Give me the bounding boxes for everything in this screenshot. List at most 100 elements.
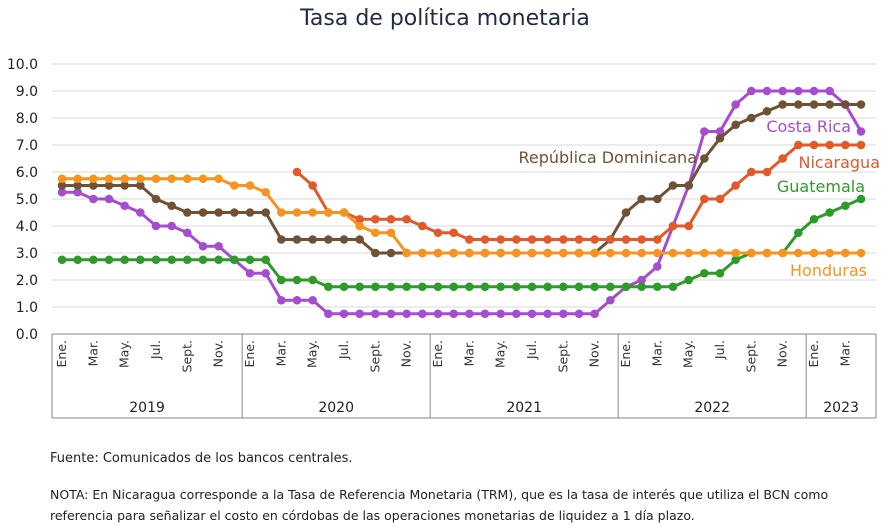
data-point bbox=[762, 86, 772, 96]
data-point bbox=[700, 268, 709, 278]
data-point bbox=[684, 275, 693, 285]
data-point bbox=[167, 255, 176, 265]
data-point bbox=[73, 255, 82, 265]
data-point bbox=[261, 255, 270, 265]
data-point bbox=[731, 248, 740, 258]
series-line bbox=[62, 89, 863, 316]
data-point bbox=[715, 133, 725, 143]
data-point bbox=[590, 235, 599, 244]
series-label: Guatemala bbox=[777, 177, 865, 196]
y-tick-label: 9.0 bbox=[16, 84, 38, 100]
data-point bbox=[747, 113, 756, 123]
data-point bbox=[402, 248, 411, 258]
x-tick-label: Ene. bbox=[806, 340, 821, 367]
data-point bbox=[762, 248, 772, 258]
data-point bbox=[136, 255, 145, 265]
data-point bbox=[731, 181, 740, 190]
data-point bbox=[856, 127, 866, 136]
data-point bbox=[512, 248, 521, 258]
data-point bbox=[465, 282, 474, 292]
data-point bbox=[104, 174, 114, 184]
data-point bbox=[277, 295, 286, 305]
data-point bbox=[73, 174, 82, 184]
data-point bbox=[386, 228, 396, 238]
data-point bbox=[512, 282, 521, 292]
data-point bbox=[120, 181, 129, 190]
x-tick-label: Mar. bbox=[85, 340, 100, 366]
data-point bbox=[371, 214, 380, 224]
data-point bbox=[183, 174, 192, 184]
data-point bbox=[794, 100, 803, 109]
series-label: Honduras bbox=[790, 261, 867, 280]
data-point bbox=[794, 86, 803, 96]
data-point bbox=[684, 248, 693, 258]
data-point bbox=[527, 282, 537, 292]
data-point bbox=[668, 181, 678, 190]
x-tick-label: Nov. bbox=[211, 340, 226, 367]
data-point bbox=[778, 154, 787, 163]
data-point bbox=[120, 255, 129, 265]
data-point bbox=[371, 248, 380, 258]
data-point bbox=[715, 127, 725, 136]
y-tick-label: 6.0 bbox=[16, 165, 38, 181]
data-point bbox=[183, 228, 192, 238]
data-point bbox=[73, 181, 82, 190]
x-tick-label: Sept. bbox=[367, 340, 382, 372]
data-point bbox=[402, 214, 411, 224]
data-point bbox=[355, 221, 364, 231]
data-point bbox=[57, 187, 67, 197]
data-point bbox=[480, 235, 490, 244]
data-point bbox=[433, 248, 443, 258]
data-point bbox=[371, 309, 380, 319]
data-point bbox=[480, 282, 490, 292]
data-point bbox=[371, 282, 380, 292]
data-point bbox=[324, 235, 333, 244]
chart-title: Tasa de política monetaria bbox=[300, 6, 590, 31]
data-point bbox=[668, 221, 678, 231]
data-point bbox=[104, 194, 114, 204]
data-point bbox=[794, 248, 803, 258]
data-point bbox=[308, 235, 317, 244]
data-point bbox=[449, 228, 458, 238]
data-point bbox=[825, 208, 834, 217]
data-point bbox=[183, 208, 192, 217]
data-point bbox=[292, 167, 302, 177]
data-point bbox=[590, 309, 599, 319]
x-tick-label: Mar. bbox=[273, 340, 288, 366]
data-point bbox=[449, 309, 458, 319]
y-tick-label: 2.0 bbox=[16, 273, 38, 289]
grid-lines bbox=[52, 63, 876, 335]
data-point bbox=[653, 248, 662, 258]
x-axis: Ene. Mar. May. Jul. Sept. Nov. Ene. Mar. May. Jul… bbox=[51, 333, 877, 419]
x-tick-label: Jul. bbox=[336, 340, 351, 360]
data-point bbox=[245, 181, 255, 190]
y-tick-label: 4.0 bbox=[16, 219, 38, 235]
data-point bbox=[324, 282, 333, 292]
y-tick-label: 0.0 bbox=[16, 327, 38, 343]
data-point bbox=[543, 235, 552, 244]
data-point bbox=[355, 309, 364, 319]
data-point bbox=[559, 235, 568, 244]
data-point bbox=[700, 248, 709, 258]
data-point bbox=[841, 140, 850, 150]
data-point bbox=[465, 235, 474, 244]
series-labels: Costa Rica República Dominicana Nicaragua G… bbox=[518, 117, 880, 280]
data-point bbox=[324, 208, 333, 217]
data-point bbox=[574, 309, 584, 319]
data-point bbox=[418, 282, 427, 292]
data-point bbox=[778, 248, 787, 258]
x-tick-label: May. bbox=[493, 340, 508, 368]
x-tick-label: Ene. bbox=[242, 340, 257, 367]
y-tick-label: 7.0 bbox=[16, 138, 38, 154]
data-point bbox=[386, 309, 396, 319]
data-point bbox=[606, 282, 615, 292]
data-point bbox=[700, 194, 709, 204]
data-point bbox=[183, 255, 192, 265]
data-point bbox=[574, 248, 584, 258]
data-point bbox=[637, 275, 646, 285]
data-point bbox=[856, 100, 866, 109]
x-tick-label: Nov. bbox=[399, 340, 414, 367]
data-point bbox=[214, 174, 223, 184]
data-point bbox=[856, 140, 866, 150]
data-point bbox=[339, 235, 349, 244]
